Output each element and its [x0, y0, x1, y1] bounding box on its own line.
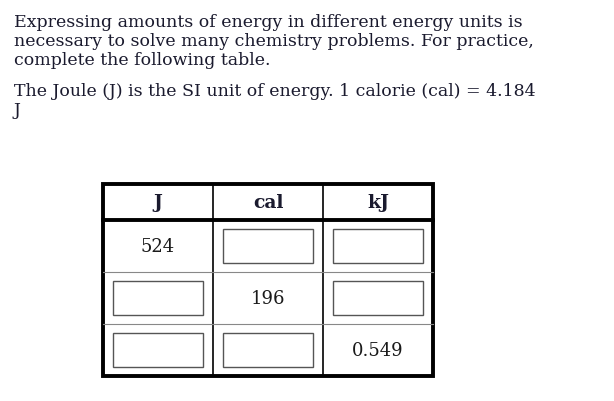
Bar: [103, 184, 433, 376]
Bar: [113, 281, 203, 315]
Text: The Joule (J) is the SI unit of energy. 1 calorie (cal) = 4.184: The Joule (J) is the SI unit of energy. …: [14, 83, 535, 100]
Text: J: J: [14, 102, 21, 119]
Bar: [333, 281, 423, 315]
Bar: [333, 229, 423, 263]
Bar: [223, 229, 313, 263]
Text: J: J: [154, 194, 163, 211]
Text: 524: 524: [141, 237, 175, 255]
Text: kJ: kJ: [367, 194, 389, 211]
Bar: [223, 333, 313, 367]
Text: 0.549: 0.549: [352, 341, 404, 359]
Text: complete the following table.: complete the following table.: [14, 52, 271, 69]
Text: 196: 196: [251, 289, 286, 307]
Text: necessary to solve many chemistry problems. For practice,: necessary to solve many chemistry proble…: [14, 33, 534, 50]
Text: Expressing amounts of energy in different energy units is: Expressing amounts of energy in differen…: [14, 14, 523, 31]
Text: cal: cal: [253, 194, 283, 211]
Bar: [113, 333, 203, 367]
